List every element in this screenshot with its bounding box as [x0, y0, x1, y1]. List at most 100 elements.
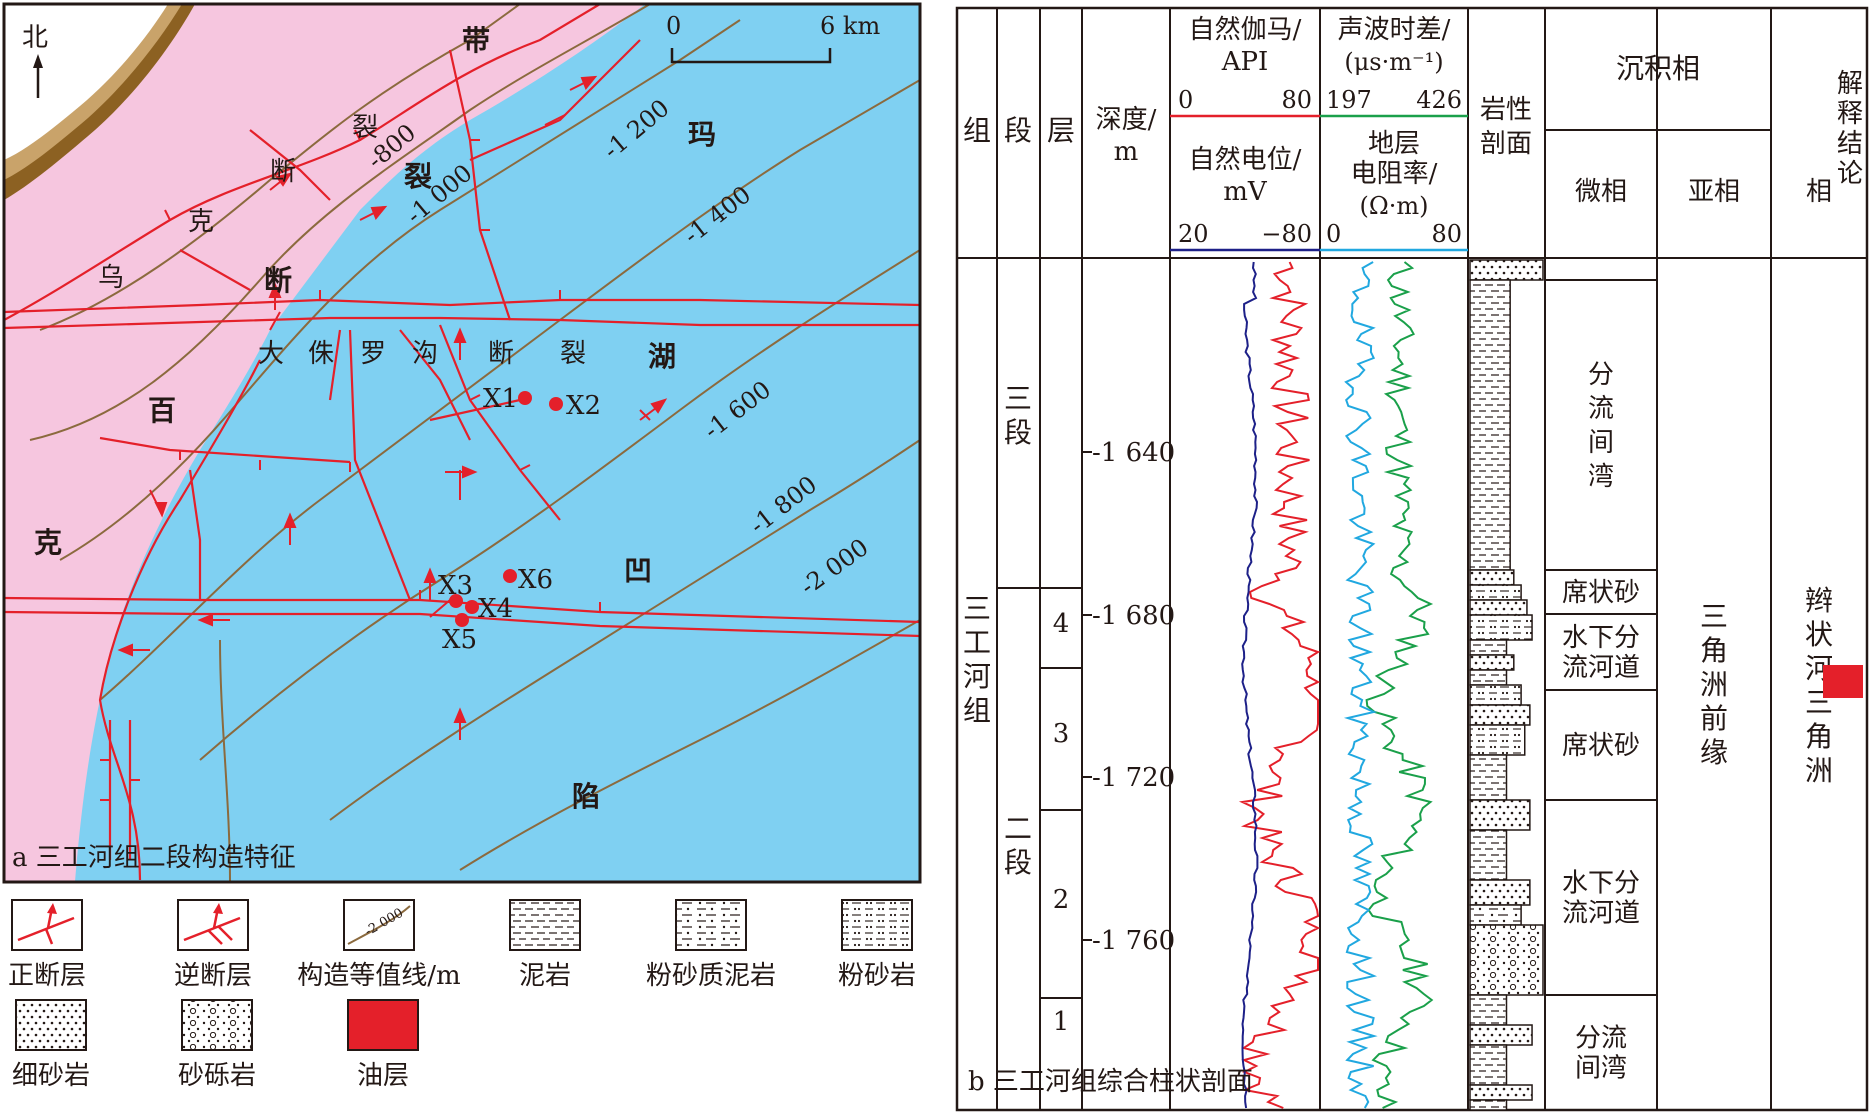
ac-min: 197	[1326, 86, 1372, 114]
well-x3[interactable]	[449, 594, 463, 608]
north-label: 北	[22, 23, 48, 53]
legend-label: 油层	[357, 1061, 409, 1091]
header-fac: 相	[1806, 177, 1832, 207]
svg-text:段: 段	[1004, 846, 1032, 879]
svg-text:三: 三	[1700, 600, 1728, 633]
microfacies-label: 湾	[1588, 462, 1614, 492]
fault-name-char: 裂	[352, 113, 378, 143]
svg-text:论: 论	[1837, 159, 1863, 189]
map-caption: a 三工河组二段构造特征	[12, 843, 296, 873]
gr-max: 80	[1281, 86, 1312, 114]
structural-unit-label: 带	[462, 24, 490, 57]
map-frame	[2, 2, 922, 884]
legend-item: -2 000 构造等值线/m	[297, 899, 461, 991]
well-label: X2	[566, 391, 601, 421]
well-x4[interactable]	[465, 600, 479, 614]
well-label: X1	[483, 384, 518, 414]
member-label: 二段	[1004, 812, 1032, 879]
structural-unit-label: 玛	[688, 118, 716, 151]
svg-text:结: 结	[1837, 129, 1863, 159]
sp-min: 20	[1178, 220, 1209, 248]
siltstone-icon	[841, 899, 913, 951]
structural-unit-label: 凹	[624, 554, 652, 587]
gr-min: 0	[1178, 86, 1193, 114]
microfacies-label: 席状砂	[1562, 731, 1640, 761]
header-member: 段	[1004, 114, 1032, 147]
fault-lines	[4, 4, 920, 881]
rt-log-curve	[1343, 261, 1378, 1109]
svg-text:二: 二	[1004, 812, 1032, 845]
depth-tick: -1 640	[1092, 438, 1175, 468]
depth-tick: -1 720	[1092, 763, 1175, 793]
header-litho: 岩性	[1480, 95, 1532, 125]
layer-number: 3	[1053, 719, 1070, 749]
lithology-bed	[1469, 994, 1508, 1026]
fault-name-char: 断	[488, 339, 514, 369]
legend-label: 逆断层	[174, 961, 252, 991]
lithology-bed	[1469, 924, 1544, 996]
contour-icon: -2 000	[343, 899, 415, 951]
lithology-bed	[1469, 1099, 1508, 1111]
fault-name-char: 裂	[560, 339, 586, 369]
microfacies-label: 水下分	[1562, 623, 1640, 653]
fine-sandstone-icon	[15, 999, 87, 1051]
header-subfacies: 亚相	[1688, 177, 1740, 207]
lithology-bed	[1469, 599, 1528, 616]
lithology-bed	[1469, 584, 1522, 601]
group-name: 三工河组	[963, 592, 991, 727]
lithology-bed	[1469, 1044, 1508, 1086]
fault-name-char: 断	[270, 157, 296, 187]
header-layer: 层	[1047, 114, 1075, 147]
lithology-bed	[1469, 1084, 1533, 1101]
depth-tick: -1 760	[1092, 926, 1175, 956]
header-gr: 自然伽马/	[1189, 15, 1302, 45]
fault-name-char: 克	[188, 207, 214, 237]
lithology-bed	[1469, 879, 1531, 906]
header-sp-unit: mV	[1223, 177, 1268, 207]
svg-text:段: 段	[1004, 416, 1032, 449]
svg-text:洲: 洲	[1805, 754, 1833, 787]
structural-unit-label: 百	[148, 394, 176, 427]
header-ac: 声波时差/	[1338, 15, 1451, 45]
svg-text:河: 河	[963, 660, 991, 693]
lithology-bed	[1469, 704, 1531, 726]
legend-label: 粉砂岩	[838, 961, 916, 991]
structural-unit-label: 陷	[572, 780, 600, 813]
lithology-bed	[1469, 754, 1508, 801]
legend-item: 泥岩	[509, 899, 581, 991]
contour-lines	[29, 4, 920, 882]
fault-name-char: 乌	[98, 263, 124, 293]
header-microfacies: 微相	[1575, 177, 1627, 207]
layer-number: 4	[1053, 609, 1070, 639]
column-caption: b 三工河组综合柱状剖面	[968, 1067, 1253, 1097]
microfacies-label: 分流	[1575, 1024, 1627, 1054]
scale-start: 0	[666, 12, 681, 40]
header-rt-2: 电阻率/	[1351, 159, 1438, 189]
structural-unit-label: 裂	[404, 160, 432, 193]
lithology-bed	[1469, 799, 1531, 831]
fault-ticks	[100, 129, 601, 801]
layer-number: 2	[1053, 885, 1070, 915]
microfacies-label: 流	[1588, 394, 1614, 424]
microfacies-label: 间	[1588, 428, 1614, 458]
well-x6[interactable]	[503, 569, 517, 583]
well-x1[interactable]	[518, 391, 532, 405]
lithology-bed	[1469, 654, 1515, 671]
fault-name-char: 大	[258, 339, 284, 369]
header-ac-unit: (μs·m⁻¹)	[1344, 48, 1443, 76]
well-x5[interactable]	[455, 613, 469, 627]
lithology-bed	[1469, 904, 1522, 926]
well-logs	[1238, 261, 1434, 1109]
well-x2[interactable]	[549, 397, 563, 411]
sp-log-curve	[1241, 261, 1259, 1109]
svg-text:洲: 洲	[1700, 668, 1728, 701]
mudstone-icon	[509, 899, 581, 951]
lithology-bed	[1469, 614, 1533, 641]
normal-fault-icon	[11, 899, 83, 951]
header-rt-unit: (Ω·m)	[1359, 192, 1428, 220]
legend-label: 细砂岩	[12, 1061, 90, 1091]
structural-unit-label: 湖	[648, 340, 676, 373]
svg-text:三: 三	[1004, 382, 1032, 415]
